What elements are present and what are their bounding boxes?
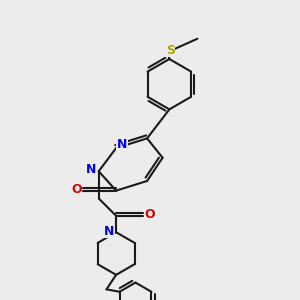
Text: N: N xyxy=(86,163,96,176)
Text: O: O xyxy=(145,208,155,221)
Text: N: N xyxy=(104,225,115,238)
Text: O: O xyxy=(71,183,82,196)
Text: N: N xyxy=(117,138,127,151)
Text: S: S xyxy=(166,44,175,57)
